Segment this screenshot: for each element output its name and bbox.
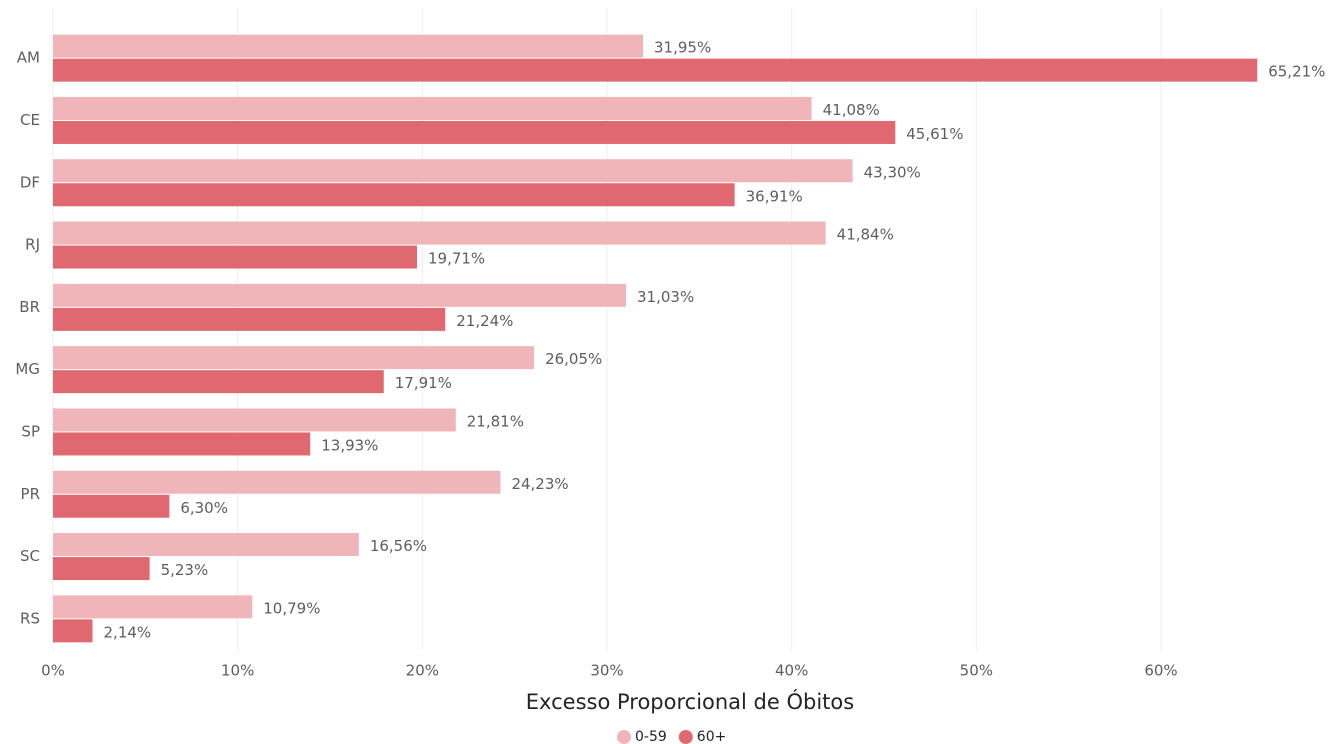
- x-axis-title: Excesso Proporcional de Óbitos: [526, 689, 854, 714]
- x-tick-label: 10%: [221, 662, 254, 680]
- x-tick-label: 30%: [590, 662, 623, 680]
- data-label: 65,21%: [1268, 63, 1325, 81]
- data-label: 17,91%: [395, 374, 452, 392]
- y-tick-label: PR: [21, 485, 40, 503]
- y-tick-label: BR: [19, 298, 40, 316]
- bar: [53, 470, 501, 494]
- bar: [53, 346, 535, 370]
- data-label: 21,24%: [456, 312, 513, 330]
- data-label: 31,03%: [637, 288, 694, 306]
- data-label: 45,61%: [906, 125, 963, 143]
- bar: [53, 221, 826, 245]
- y-tick-label: SC: [20, 547, 40, 565]
- legend-swatch: [678, 730, 693, 744]
- data-label: 19,71%: [428, 250, 485, 268]
- bar: [53, 96, 812, 120]
- bar: [53, 283, 627, 307]
- x-tick-label: 20%: [406, 662, 439, 680]
- y-tick-label: MG: [15, 360, 40, 378]
- y-tick-label: DF: [20, 173, 40, 191]
- data-label: 41,84%: [837, 226, 894, 244]
- data-label: 2,14%: [104, 623, 152, 641]
- data-label: 24,23%: [511, 475, 568, 493]
- bar: [53, 557, 150, 581]
- data-label: 26,05%: [545, 350, 602, 368]
- x-tick-label: 0%: [41, 662, 65, 680]
- x-tick-label: 40%: [775, 662, 808, 680]
- data-label: 13,93%: [321, 436, 378, 454]
- y-tick-label: SP: [21, 422, 40, 440]
- y-tick-label: RJ: [25, 236, 40, 254]
- data-label: 31,95%: [654, 39, 711, 57]
- data-label: 41,08%: [823, 101, 880, 119]
- data-label: 21,81%: [467, 412, 524, 430]
- bar: [53, 307, 446, 331]
- data-label: 6,30%: [180, 499, 228, 517]
- bar: [53, 159, 853, 183]
- legend-swatch: [617, 730, 631, 744]
- data-label: 5,23%: [161, 561, 209, 579]
- bar: [53, 595, 253, 619]
- data-label: 16,56%: [370, 537, 427, 555]
- data-label: 43,30%: [864, 163, 921, 181]
- bar: [53, 432, 311, 456]
- y-tick-label: CE: [20, 111, 40, 129]
- bar: [53, 245, 417, 269]
- bar: [53, 58, 1258, 82]
- data-label: 10,79%: [263, 599, 320, 617]
- data-label: 36,91%: [746, 187, 803, 205]
- bar: [53, 183, 735, 207]
- bar: [53, 533, 359, 557]
- bar: [53, 34, 644, 58]
- bar: [53, 120, 896, 144]
- bar: [53, 494, 170, 518]
- x-tick-label: 60%: [1144, 662, 1177, 680]
- x-tick-label: 50%: [960, 662, 993, 680]
- bar: [53, 619, 93, 643]
- y-tick-label: AM: [17, 49, 40, 67]
- legend-label: 60+: [697, 729, 727, 744]
- bar: [53, 408, 456, 432]
- y-tick-label: RS: [20, 609, 40, 627]
- bar: [53, 370, 384, 394]
- legend-label: 0-59: [635, 729, 667, 744]
